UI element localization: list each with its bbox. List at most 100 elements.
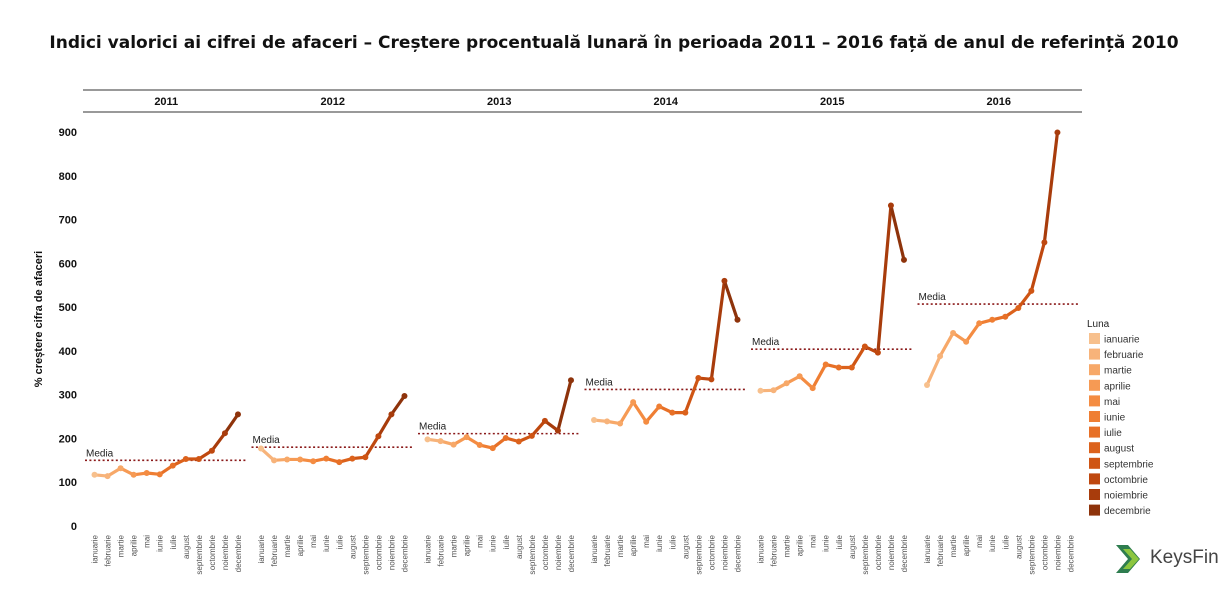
data-point — [770, 387, 777, 394]
x-tick-label: februarie — [936, 534, 945, 566]
legend-swatch — [1089, 457, 1100, 469]
data-point — [91, 471, 98, 478]
chart-frame — [83, 89, 1082, 113]
y-tick-label: 700 — [59, 215, 77, 227]
x-tick-label: mai — [809, 535, 818, 548]
legend-item: ianuarie — [1089, 333, 1140, 346]
x-tick-label: mai — [975, 535, 984, 548]
data-point — [963, 338, 970, 345]
legend-swatch — [1089, 442, 1100, 454]
series-segment — [644, 404, 661, 424]
x-tick-label: septembrie — [861, 534, 870, 574]
keysfin-logo-text: KeysFin — [1150, 547, 1219, 568]
data-point — [721, 277, 728, 284]
legend-label: august — [1104, 444, 1134, 455]
panel-year-label: 2014 — [654, 96, 679, 108]
legend-item: noiembrie — [1089, 489, 1148, 502]
x-tick-label: martie — [616, 534, 625, 557]
mean-label: Media — [253, 435, 281, 446]
y-axis-title: % creștere cifra de afaceri — [33, 251, 45, 387]
x-tick-label: decembrie — [234, 534, 243, 572]
series-segment — [850, 344, 867, 370]
y-tick-label: 600 — [59, 258, 77, 270]
x-tick-label: august — [848, 534, 857, 559]
data-point — [195, 456, 202, 463]
x-tick-label: ianuarie — [257, 534, 266, 563]
data-point — [528, 432, 535, 439]
x-tick-label: aprilie — [130, 534, 139, 556]
panel-2015: 2015 ianuarie februarie martie aprilie mai iun… — [751, 96, 914, 575]
data-point — [388, 411, 395, 418]
data-point — [861, 343, 868, 350]
series-segment — [223, 412, 240, 435]
data-point — [656, 403, 663, 410]
data-point — [630, 399, 637, 406]
series-segment — [876, 203, 893, 355]
data-point — [437, 438, 444, 445]
legend-label: februarie — [1104, 350, 1144, 361]
legend-swatch — [1089, 473, 1100, 485]
x-tick-label: iunie — [988, 534, 997, 551]
legend-label: octombrie — [1104, 475, 1148, 486]
y-tick-label: 200 — [59, 433, 77, 445]
legend-swatch — [1089, 395, 1100, 407]
x-tick-label: noiembrie — [1053, 534, 1062, 570]
x-tick-label: iulie — [835, 534, 844, 549]
legend-item: iunie — [1089, 411, 1126, 424]
y-tick-label: 100 — [59, 477, 77, 489]
legend-item: mai — [1089, 395, 1120, 408]
panel-2011: 2011 ianuarie februarie martie aprilie mai iun… — [85, 96, 248, 575]
x-tick-label: noiembrie — [720, 534, 729, 570]
mean-label: Media — [419, 422, 447, 433]
legend-swatch — [1089, 411, 1100, 422]
data-point — [221, 430, 228, 437]
data-point — [104, 473, 111, 480]
y-tick-label: 500 — [59, 302, 77, 314]
x-tick-label: martie — [117, 534, 126, 557]
data-point — [617, 420, 624, 427]
x-tick-label: februarie — [104, 534, 113, 566]
data-point — [874, 349, 881, 356]
mean-label: Media — [752, 337, 780, 348]
x-tick-label: septembrie — [694, 534, 703, 574]
x-tick-label: octombrie — [541, 534, 550, 570]
keysfin-logo: KeysFin — [1114, 543, 1222, 575]
x-tick-label: mai — [309, 535, 318, 548]
x-tick-label: martie — [450, 534, 459, 557]
x-tick-label: iunie — [655, 534, 664, 551]
data-point — [757, 387, 764, 394]
x-tick-label: noiembrie — [887, 534, 896, 570]
legend-label: ianuarie — [1104, 335, 1140, 346]
data-point — [541, 417, 548, 424]
panel-year-label: 2012 — [321, 96, 345, 108]
mean-label: Media — [86, 448, 114, 459]
data-point — [463, 434, 470, 441]
y-tick-label: 300 — [59, 390, 77, 402]
x-tick-label: decembrie — [1066, 534, 1075, 572]
x-tick-label: august — [348, 534, 357, 559]
x-tick-label: iulie — [502, 534, 511, 549]
panel-2013: 2013 ianuarie februarie martie aprilie mai iun… — [418, 96, 581, 575]
x-tick-label: iulie — [335, 534, 344, 549]
keysfin-chevron-icon — [1116, 545, 1140, 573]
legend-label: iulie — [1104, 428, 1122, 439]
data-point — [234, 411, 241, 418]
legend-swatch — [1089, 489, 1100, 500]
panel-year-label: 2011 — [154, 96, 178, 108]
data-point — [734, 316, 741, 323]
data-point — [143, 470, 150, 477]
x-tick-label: martie — [949, 534, 958, 557]
series-segment — [925, 354, 942, 387]
legend-title: Luna — [1087, 319, 1110, 330]
series-segment — [683, 376, 700, 415]
panel-year-label: 2016 — [987, 96, 1011, 108]
data-point — [284, 456, 291, 463]
legend-swatch — [1089, 504, 1100, 516]
series-segment — [376, 412, 394, 438]
series-segment — [363, 434, 380, 459]
x-tick-label: mai — [642, 535, 651, 548]
series-segment — [210, 431, 227, 453]
x-tick-label: ianuarie — [923, 534, 932, 563]
data-point — [924, 382, 931, 389]
x-tick-label: mai — [476, 535, 485, 548]
